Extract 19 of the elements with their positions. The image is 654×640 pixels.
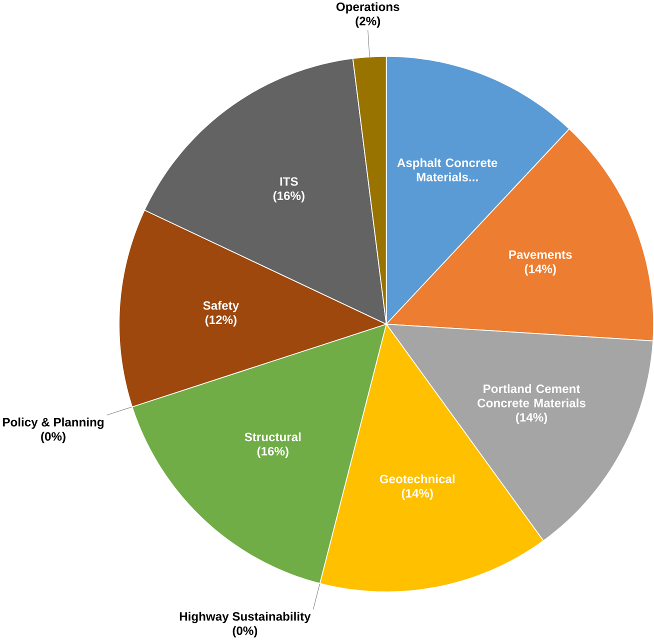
data-label: (14%) <box>516 412 548 424</box>
data-label: (12%) <box>205 315 236 327</box>
slice-label: Asphalt Concrete Materials... <box>397 158 498 182</box>
text: (0%) <box>41 432 66 444</box>
legend-label: Highway Sustainability <box>180 612 311 624</box>
slice-label: ITS <box>280 177 298 186</box>
slice-label: Portland Cement Concrete Materials <box>478 384 586 408</box>
slice-label: Structural <box>244 432 301 442</box>
category-label: Policy & Planning <box>3 418 104 430</box>
data-label: (16%) <box>257 446 288 458</box>
slice-label: Pavements <box>509 250 572 260</box>
slice-label: Geotechnical <box>380 474 454 484</box>
slice-label: Operations <box>336 2 400 14</box>
text: (0%) <box>232 626 258 638</box>
slice-label: Safety <box>203 301 240 312</box>
data-label: (2%) <box>356 16 380 28</box>
data-label: (14%) <box>402 488 433 500</box>
data-label: (16%) <box>273 191 304 203</box>
data-label: (14%) <box>524 264 556 276</box>
